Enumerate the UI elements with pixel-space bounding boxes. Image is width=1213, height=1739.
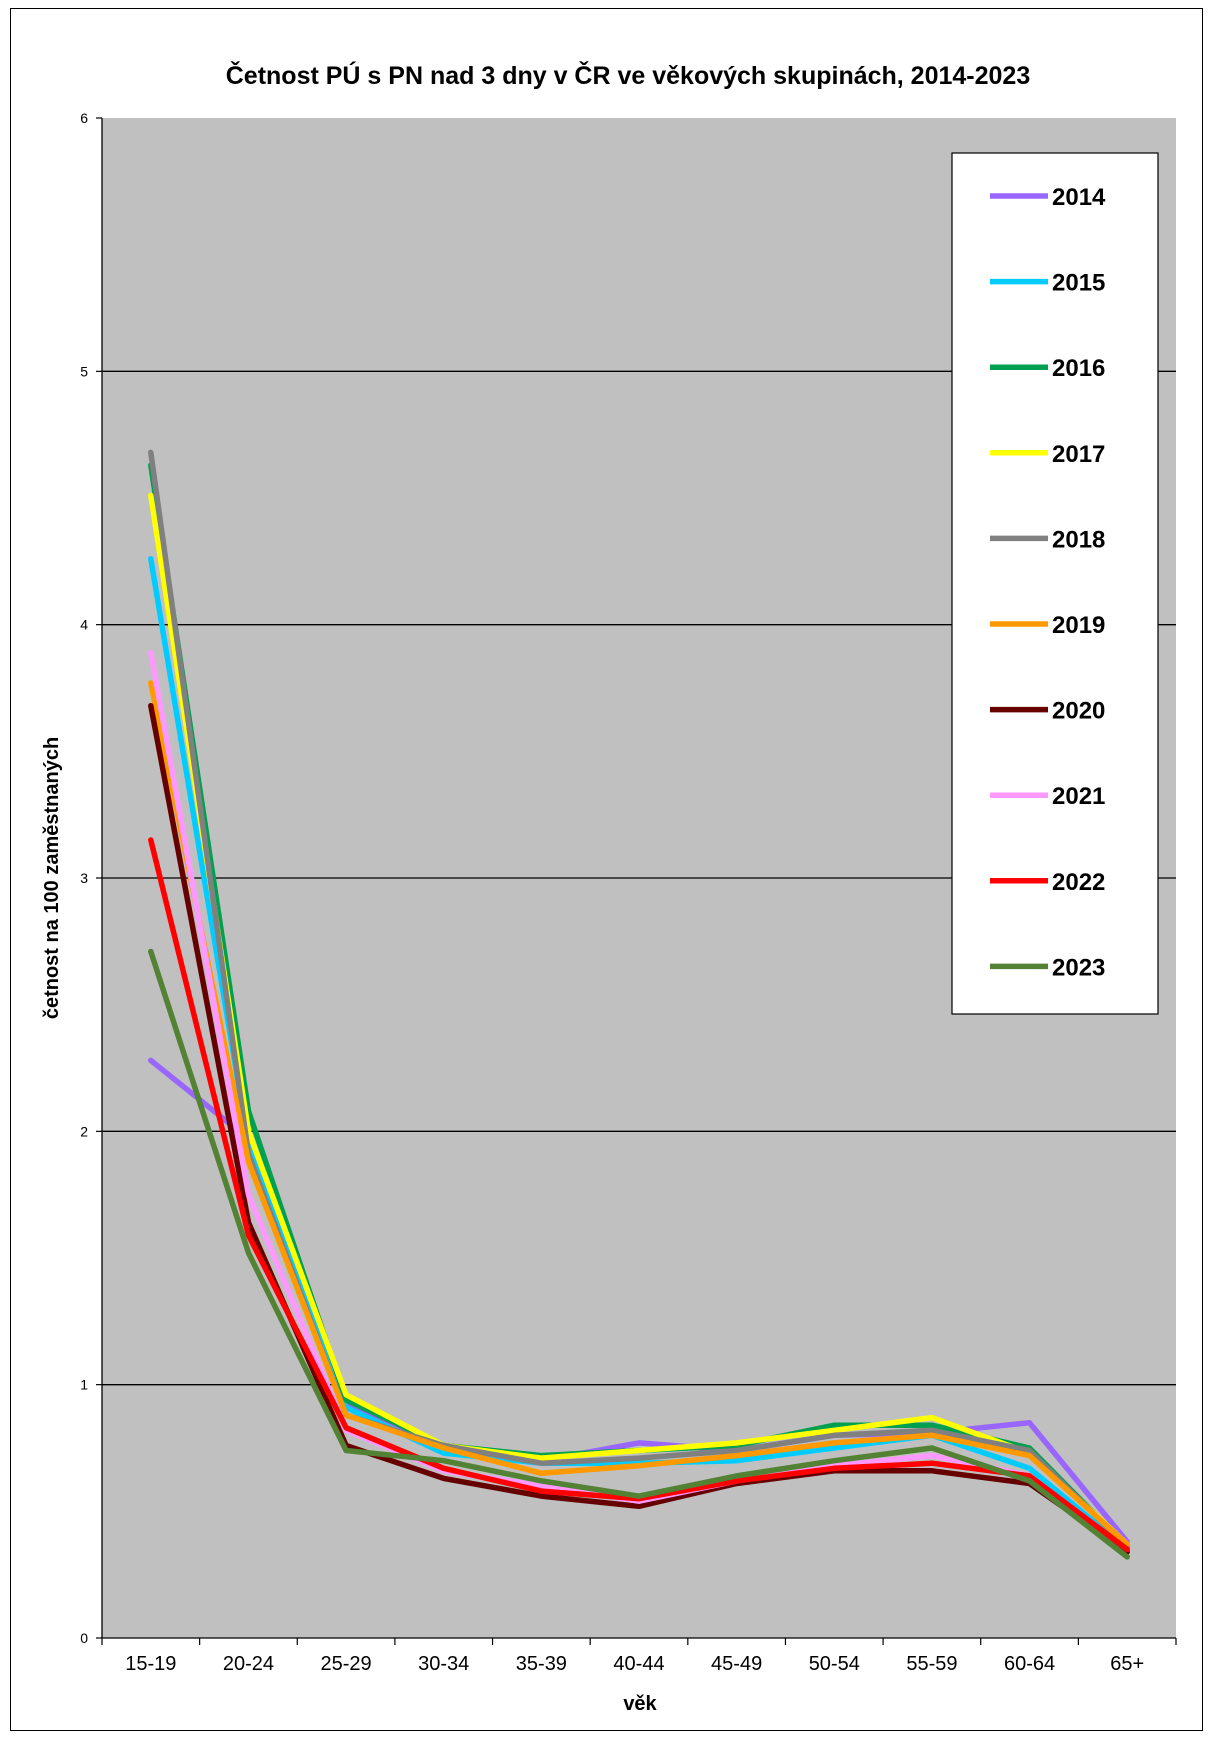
x-tick-label: 30-34 bbox=[418, 1653, 469, 1675]
legend-box bbox=[951, 152, 1159, 1015]
legend-label-2022: 2022 bbox=[1052, 869, 1105, 896]
x-tick-label: 40-44 bbox=[613, 1653, 664, 1675]
x-tick-label: 25-29 bbox=[321, 1653, 372, 1675]
y-tick-label: 1 bbox=[80, 1377, 88, 1393]
x-axis-label: věk bbox=[623, 1693, 657, 1715]
x-tick-label: 65+ bbox=[1110, 1653, 1144, 1675]
legend-label-2014: 2014 bbox=[1052, 184, 1106, 211]
series-line-2023 bbox=[148, 948, 1130, 1560]
legend-label-2020: 2020 bbox=[1052, 698, 1105, 725]
y-tick-labels: 0 1 2 3 4 5 6 bbox=[80, 110, 88, 1646]
x-tick-label: 20-24 bbox=[223, 1653, 274, 1675]
y-tick-label: 4 bbox=[80, 617, 88, 633]
x-tick-label: 50-54 bbox=[809, 1653, 860, 1675]
legend-label-2019: 2019 bbox=[1052, 612, 1105, 639]
series-line-2019 bbox=[148, 680, 1130, 1548]
legend-label-2018: 2018 bbox=[1052, 526, 1105, 553]
y-tick-label: 5 bbox=[80, 363, 88, 379]
series-line-2020 bbox=[148, 702, 1130, 1555]
y-tick-label: 3 bbox=[80, 870, 88, 886]
legend-label-2021: 2021 bbox=[1052, 783, 1105, 810]
legend-label-2023: 2023 bbox=[1052, 954, 1105, 981]
legend-label-2015: 2015 bbox=[1052, 270, 1105, 297]
x-tick-label: 55-59 bbox=[906, 1653, 957, 1675]
x-tick-label: 45-49 bbox=[711, 1653, 762, 1675]
legend: 2014 2015 2016 2017 2018 2019 2020 2021 2022 2023 bbox=[951, 152, 1159, 1015]
chart-title: Četnost PÚ s PN nad 3 dny v ČR ve věkový… bbox=[226, 60, 1031, 90]
series-lines bbox=[148, 449, 1130, 1560]
x-tick-label: 15-19 bbox=[125, 1653, 176, 1675]
legend-label-2016: 2016 bbox=[1052, 355, 1105, 382]
series-line-2017 bbox=[148, 492, 1130, 1548]
y-axis-label: četnost na 100 zaměstnaných bbox=[41, 737, 63, 1019]
y-tick-label: 0 bbox=[80, 1630, 88, 1646]
x-tick-label: 60-64 bbox=[1004, 1653, 1055, 1675]
x-tick-labels: 15-19 20-24 25-29 30-34 35-39 40-44 45-49 50-54… bbox=[125, 1653, 1144, 1675]
x-tick-label: 35-39 bbox=[516, 1653, 567, 1675]
y-tick-label: 2 bbox=[80, 1123, 88, 1139]
y-tick-label: 6 bbox=[80, 110, 88, 126]
legend-label-2017: 2017 bbox=[1052, 441, 1105, 468]
axes bbox=[96, 117, 1177, 1645]
